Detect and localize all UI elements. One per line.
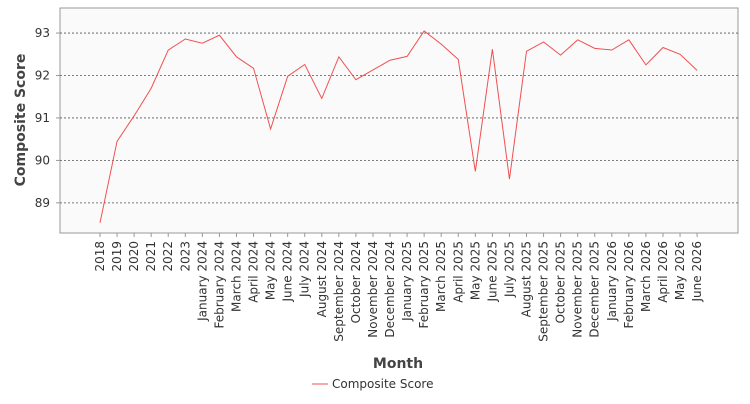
x-tick-label: October 2024: [349, 241, 363, 323]
x-tick-label: August 2025: [520, 241, 534, 317]
y-tick-label: 89: [35, 196, 50, 210]
x-tick-label: April 2026: [656, 241, 670, 303]
x-tick-label: 2022: [161, 241, 175, 272]
x-tick-label: 2020: [127, 241, 141, 272]
x-tick-label: May 2025: [468, 241, 482, 300]
x-tick-label: February 2025: [417, 241, 431, 329]
x-tick-label: 2021: [144, 241, 158, 272]
x-tick-label: January 2024: [195, 241, 209, 322]
y-tick-label: 93: [35, 26, 50, 40]
x-tick-label: June 2025: [485, 241, 499, 303]
x-axis-label: Month: [373, 356, 423, 372]
x-tick-label: June 2024: [281, 241, 295, 303]
x-tick-label: February 2024: [212, 241, 226, 329]
x-tick-label: 2019: [110, 241, 124, 272]
x-tick-label: September 2025: [537, 241, 551, 342]
x-tick-label: 2023: [178, 241, 192, 272]
x-tick-label: August 2024: [315, 241, 329, 317]
data-line: [99, 30, 698, 223]
x-tick-label: September 2024: [332, 241, 346, 342]
x-tick-label: April 2024: [247, 241, 261, 303]
x-tick-label: January 2026: [605, 241, 619, 322]
x-tick-label: February 2026: [622, 241, 636, 329]
x-tick-label: October 2025: [554, 241, 568, 323]
x-tick-label: March 2026: [639, 241, 653, 312]
x-tick-label: July 2025: [502, 241, 516, 298]
x-tick-label: March 2024: [229, 241, 243, 312]
x-tick-label: May 2026: [673, 241, 687, 300]
x-tick-label: July 2024: [298, 241, 312, 298]
x-tick-label: 2018: [93, 241, 107, 272]
plot-area: [59, 7, 739, 234]
x-tick-label: November 2024: [366, 241, 380, 338]
legend-label: Composite Score: [332, 377, 433, 391]
x-tick-label: June 2026: [690, 241, 704, 303]
x-tick-label: March 2025: [434, 241, 448, 312]
y-tick-label: 91: [35, 111, 50, 125]
x-tick-label: January 2025: [400, 241, 414, 322]
x-tick-label: April 2025: [451, 241, 465, 303]
x-tick-label: December 2025: [588, 241, 602, 338]
x-tick-label: December 2024: [383, 241, 397, 338]
y-tick-label: 92: [35, 69, 50, 83]
y-tick-label: 90: [35, 153, 50, 167]
x-tick-label: November 2025: [571, 241, 585, 338]
y-axis-label: Composite Score: [13, 54, 29, 187]
x-tick-label: May 2024: [264, 241, 278, 300]
